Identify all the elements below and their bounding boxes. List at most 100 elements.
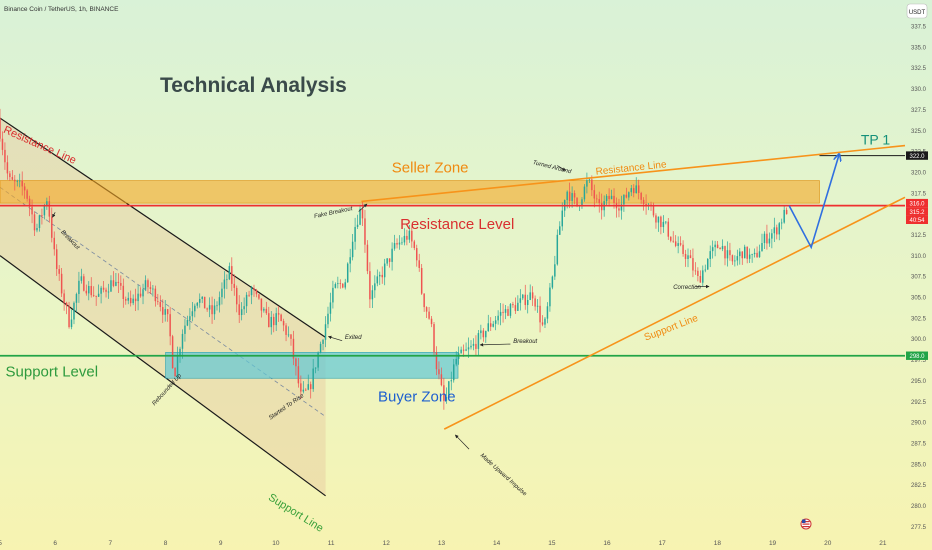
candle bbox=[75, 292, 78, 313]
candle bbox=[411, 225, 413, 248]
candle bbox=[633, 184, 635, 198]
candle bbox=[551, 275, 554, 290]
candle-body bbox=[186, 319, 189, 326]
candle-body bbox=[480, 330, 482, 334]
currency-badge[interactable]: USDT bbox=[906, 3, 928, 19]
candle-body bbox=[672, 240, 674, 242]
candle bbox=[763, 231, 766, 250]
candle-body bbox=[785, 209, 788, 215]
candle bbox=[344, 278, 346, 290]
candle-body bbox=[443, 385, 445, 401]
projection-path[interactable] bbox=[788, 156, 839, 250]
candle bbox=[536, 299, 539, 313]
candle bbox=[438, 361, 440, 380]
candle bbox=[724, 245, 726, 266]
candle-body bbox=[714, 244, 716, 248]
y-tick-label: 317.5 bbox=[911, 191, 927, 197]
candle-body bbox=[502, 311, 504, 313]
y-tick-label: 292.5 bbox=[911, 400, 927, 406]
candle-body bbox=[211, 305, 213, 315]
candle-body bbox=[489, 323, 492, 327]
candle bbox=[268, 306, 270, 328]
candle bbox=[322, 338, 324, 351]
y-tick-label: 325.0 bbox=[911, 129, 927, 135]
seller-zone[interactable] bbox=[0, 180, 820, 204]
candle bbox=[529, 284, 531, 301]
candle-body bbox=[756, 252, 758, 258]
candle-body bbox=[337, 283, 339, 285]
candle-body bbox=[332, 287, 334, 303]
candle bbox=[778, 221, 780, 241]
rising-resistance-line[interactable] bbox=[361, 144, 906, 203]
candle bbox=[396, 238, 398, 249]
candle-body bbox=[248, 294, 250, 296]
y-tick-label: 290.0 bbox=[911, 421, 927, 427]
buyer-zone[interactable] bbox=[165, 352, 459, 379]
candle bbox=[23, 183, 26, 199]
candle-body bbox=[154, 288, 157, 302]
x-tick-label: 19 bbox=[769, 540, 777, 547]
candle-body bbox=[383, 263, 386, 278]
candle bbox=[255, 288, 258, 298]
candle-body bbox=[628, 192, 630, 198]
candle-body bbox=[600, 203, 603, 211]
candle bbox=[58, 265, 60, 281]
candle-body bbox=[403, 235, 406, 243]
y-tick-label: 282.5 bbox=[911, 483, 927, 489]
candle bbox=[393, 234, 396, 251]
candle-body bbox=[206, 308, 208, 310]
x-tick-label: 18 bbox=[714, 540, 722, 547]
candle-body bbox=[208, 305, 211, 310]
candle-body bbox=[142, 289, 144, 297]
candle-body bbox=[305, 389, 307, 391]
candle-body bbox=[571, 193, 573, 201]
candle-body bbox=[129, 297, 132, 304]
channel-resistance-line[interactable] bbox=[0, 117, 326, 338]
candle-body bbox=[625, 194, 628, 198]
candle bbox=[154, 285, 157, 307]
candle bbox=[480, 324, 482, 340]
candle-body bbox=[213, 305, 216, 315]
candle-body bbox=[586, 180, 588, 187]
candle-body bbox=[319, 343, 322, 353]
x-tick-label: 16 bbox=[603, 540, 611, 547]
candle-body bbox=[588, 179, 591, 181]
candle-body bbox=[534, 298, 536, 307]
candle bbox=[282, 318, 285, 332]
y-tick-label: 320.0 bbox=[911, 170, 927, 176]
candle-body bbox=[120, 283, 122, 286]
channel-support-line[interactable] bbox=[0, 255, 326, 497]
candle bbox=[275, 307, 277, 332]
candle bbox=[112, 271, 115, 288]
candle bbox=[186, 315, 189, 327]
candle bbox=[97, 284, 100, 298]
candle bbox=[60, 267, 63, 297]
candle bbox=[623, 194, 625, 212]
candle bbox=[526, 294, 529, 314]
y-tick-label: 337.5 bbox=[911, 25, 927, 31]
candle-body bbox=[112, 280, 115, 286]
candle-body bbox=[598, 199, 600, 204]
candle bbox=[0, 108, 1, 142]
candle-body bbox=[344, 282, 346, 288]
x-tick-label: 8 bbox=[164, 540, 168, 547]
rising-support-line[interactable] bbox=[443, 196, 906, 430]
candle bbox=[465, 342, 467, 352]
candle bbox=[605, 194, 608, 206]
candle-body bbox=[359, 208, 361, 225]
candle-body bbox=[43, 205, 46, 216]
candle bbox=[785, 207, 788, 215]
candle bbox=[679, 236, 682, 247]
candle bbox=[591, 175, 593, 197]
candle bbox=[90, 277, 92, 298]
x-tick-label: 11 bbox=[328, 540, 335, 547]
candle-body bbox=[334, 284, 337, 288]
candle-body bbox=[438, 369, 440, 375]
candle bbox=[277, 306, 280, 322]
candle-body bbox=[169, 314, 171, 337]
candle bbox=[285, 323, 287, 342]
candle bbox=[231, 257, 233, 291]
candle-body bbox=[633, 188, 635, 194]
candle bbox=[524, 284, 526, 310]
